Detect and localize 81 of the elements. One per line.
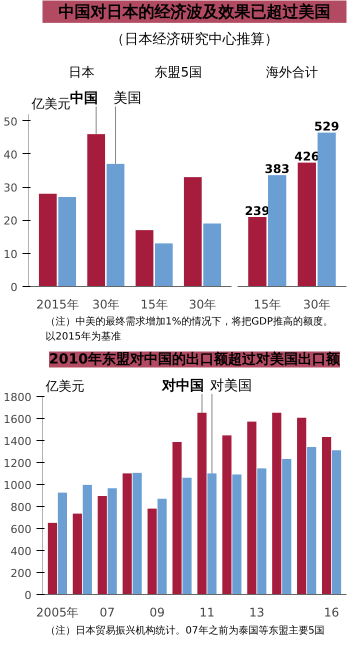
y-tick-label: 800 <box>10 500 32 514</box>
bar <box>148 508 157 594</box>
chart-subtitle: （日本经济研究中心推算） <box>110 32 278 48</box>
bar <box>108 488 117 594</box>
bar <box>332 450 342 594</box>
bar <box>154 243 173 286</box>
bar <box>98 496 107 594</box>
x-tick-label: 11 <box>199 606 215 620</box>
text: 对美国 <box>210 378 252 394</box>
bar <box>247 422 256 594</box>
y-tick-label: 1200 <box>4 456 32 470</box>
bar <box>297 418 306 594</box>
y-tick-label: 600 <box>10 522 32 536</box>
y-tick-label: 1600 <box>4 412 32 426</box>
y-tick-label: 1800 <box>4 390 32 404</box>
bar <box>106 164 124 286</box>
bar <box>72 514 82 594</box>
x-tick-label: 30年 <box>303 298 330 312</box>
y-tick-label: 1400 <box>4 434 32 448</box>
y-tick-label: 40 <box>4 148 18 162</box>
x-tick-label: 15年 <box>254 298 281 312</box>
x-tick-label: 30年 <box>188 298 216 312</box>
bar <box>48 522 58 594</box>
bar <box>257 468 266 594</box>
bar <box>307 446 316 594</box>
x-tick-label: 13 <box>249 606 264 620</box>
chart-title: 2010年东盟对中国的出口额超过对美国出口额 <box>49 350 341 368</box>
y-tick-label: 0 <box>10 281 18 294</box>
bar <box>268 175 286 286</box>
x-tick-label: 2005年 <box>36 606 79 620</box>
y-tick-label: 0 <box>24 589 32 602</box>
bar <box>248 216 266 286</box>
y-tick-label: 10 <box>4 248 18 261</box>
bar <box>158 498 167 594</box>
x-tick-label: 30年 <box>92 298 120 312</box>
bar <box>322 437 332 594</box>
bar <box>182 478 192 594</box>
y-tick-label: 400 <box>10 544 32 558</box>
y-tick-label: 1000 <box>4 478 32 492</box>
data-label: 383 <box>264 162 290 176</box>
bar <box>298 162 316 286</box>
bar <box>136 230 154 286</box>
x-tick-label: 2015年 <box>36 298 79 312</box>
text: （注）日本贸易振兴机构统计。07年之前为泰国等东盟主要5国 <box>46 624 325 636</box>
bar <box>38 194 57 286</box>
text: 日本 <box>68 65 95 80</box>
bar <box>272 412 282 594</box>
bar <box>232 474 242 594</box>
bar <box>172 442 182 594</box>
bar <box>197 412 207 594</box>
x-tick-label: 09 <box>149 606 165 620</box>
x-tick-label: 07 <box>100 606 115 620</box>
text: （注）中美的最终需求增加1%的情况下，将把GDP推高的额度。以2015年为基准 <box>46 316 333 342</box>
y-tick-label: 50 <box>4 115 18 128</box>
data-label: 426 <box>294 150 320 164</box>
y-tick-label: 20 <box>4 214 18 228</box>
bar <box>207 473 217 594</box>
y-axis-title: 亿美元 <box>30 96 70 112</box>
text: 海外合计 <box>266 65 318 80</box>
bar <box>318 132 336 286</box>
x-tick-label: 16 <box>324 606 340 620</box>
text: 东盟5国 <box>154 65 202 80</box>
data-label: 529 <box>314 120 340 134</box>
y-tick-label: 30 <box>4 182 18 195</box>
text: 美国 <box>114 90 142 106</box>
bar <box>58 197 76 286</box>
series-label: 对中国 <box>160 378 204 394</box>
bar <box>184 177 202 286</box>
bar <box>87 134 106 286</box>
chart-title: 中国对日本的经济波及效果已超过美国 <box>58 2 330 22</box>
bar <box>132 472 142 594</box>
bar <box>203 224 222 286</box>
series-label: 中国 <box>70 90 98 106</box>
x-tick-label: 15年 <box>140 298 168 312</box>
bar <box>82 484 92 594</box>
bar <box>222 435 232 594</box>
bar <box>282 459 292 594</box>
bar <box>58 492 68 594</box>
bar <box>122 473 132 594</box>
y-tick-label: 200 <box>10 566 32 580</box>
y-axis-title: 亿美元 <box>44 378 84 394</box>
